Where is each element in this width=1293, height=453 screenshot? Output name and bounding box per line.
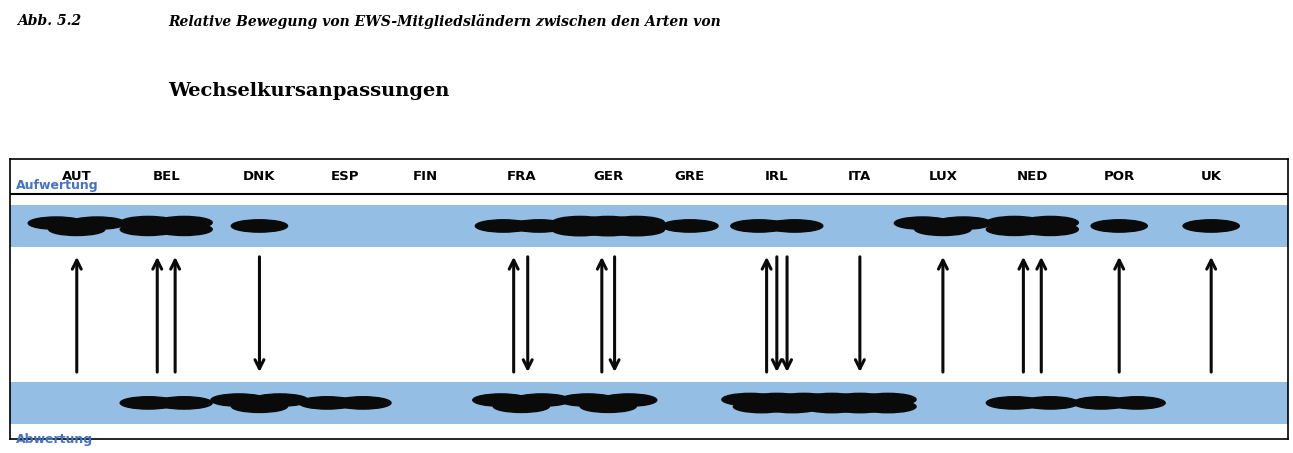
Circle shape: [473, 394, 529, 406]
Circle shape: [252, 394, 308, 406]
Circle shape: [608, 223, 665, 236]
Circle shape: [731, 220, 787, 232]
Text: FRA: FRA: [507, 170, 537, 183]
Circle shape: [231, 220, 287, 232]
Circle shape: [120, 223, 176, 236]
Circle shape: [1021, 223, 1078, 236]
Circle shape: [767, 220, 822, 232]
Bar: [10, 382, 1288, 424]
Text: UK: UK: [1201, 170, 1222, 183]
Circle shape: [733, 400, 790, 413]
Text: BEL: BEL: [153, 170, 180, 183]
Circle shape: [860, 400, 915, 413]
Circle shape: [1091, 220, 1147, 232]
Circle shape: [493, 400, 550, 412]
Text: NED: NED: [1016, 170, 1049, 183]
Circle shape: [156, 217, 212, 229]
Circle shape: [211, 394, 268, 406]
Bar: [10, 205, 1288, 247]
Text: GRE: GRE: [675, 170, 705, 183]
Circle shape: [120, 397, 176, 409]
Circle shape: [299, 397, 356, 409]
Text: Wechselkursanpassungen: Wechselkursanpassungen: [168, 82, 450, 100]
Text: AUT: AUT: [62, 170, 92, 183]
Circle shape: [1021, 397, 1078, 409]
Text: Abb. 5.2: Abb. 5.2: [17, 14, 81, 28]
Circle shape: [28, 217, 84, 229]
Circle shape: [935, 217, 992, 229]
Circle shape: [49, 223, 105, 236]
Circle shape: [721, 393, 778, 406]
Circle shape: [608, 217, 665, 229]
Circle shape: [156, 223, 212, 236]
Circle shape: [987, 217, 1042, 229]
Text: POR: POR: [1103, 170, 1135, 183]
Circle shape: [1183, 220, 1239, 232]
Text: GER: GER: [593, 170, 623, 183]
Circle shape: [581, 400, 636, 412]
Circle shape: [987, 397, 1042, 409]
Circle shape: [511, 220, 568, 232]
Circle shape: [749, 393, 806, 406]
Text: Aufwertung: Aufwertung: [16, 179, 98, 192]
Text: LUX: LUX: [928, 170, 957, 183]
Circle shape: [600, 394, 657, 406]
Circle shape: [860, 393, 915, 406]
Circle shape: [560, 394, 615, 406]
Text: FIN: FIN: [412, 170, 438, 183]
Circle shape: [1073, 397, 1129, 409]
Text: Relative Bewegung von EWS-Mitgliedsländern zwischen den Arten von: Relative Bewegung von EWS-Mitgliedslände…: [168, 14, 720, 29]
Circle shape: [895, 217, 950, 229]
Circle shape: [1109, 397, 1165, 409]
Text: Abwertung: Abwertung: [16, 433, 93, 446]
Circle shape: [662, 220, 718, 232]
Circle shape: [120, 217, 176, 229]
Circle shape: [804, 400, 860, 413]
Circle shape: [231, 400, 287, 412]
Circle shape: [335, 397, 390, 409]
Text: DNK: DNK: [243, 170, 275, 183]
Circle shape: [156, 397, 212, 409]
Circle shape: [552, 217, 608, 229]
Circle shape: [476, 220, 531, 232]
Circle shape: [764, 400, 820, 413]
Circle shape: [581, 223, 636, 236]
Text: IRL: IRL: [765, 170, 789, 183]
Circle shape: [69, 217, 125, 229]
Circle shape: [831, 400, 888, 413]
Circle shape: [915, 223, 971, 236]
Circle shape: [987, 223, 1042, 236]
Circle shape: [1021, 217, 1078, 229]
Circle shape: [776, 393, 831, 406]
Circle shape: [513, 394, 570, 406]
Circle shape: [581, 217, 636, 229]
Text: ITA: ITA: [848, 170, 871, 183]
Circle shape: [831, 393, 888, 406]
Circle shape: [552, 223, 608, 236]
Text: ESP: ESP: [331, 170, 359, 183]
Circle shape: [804, 393, 860, 406]
